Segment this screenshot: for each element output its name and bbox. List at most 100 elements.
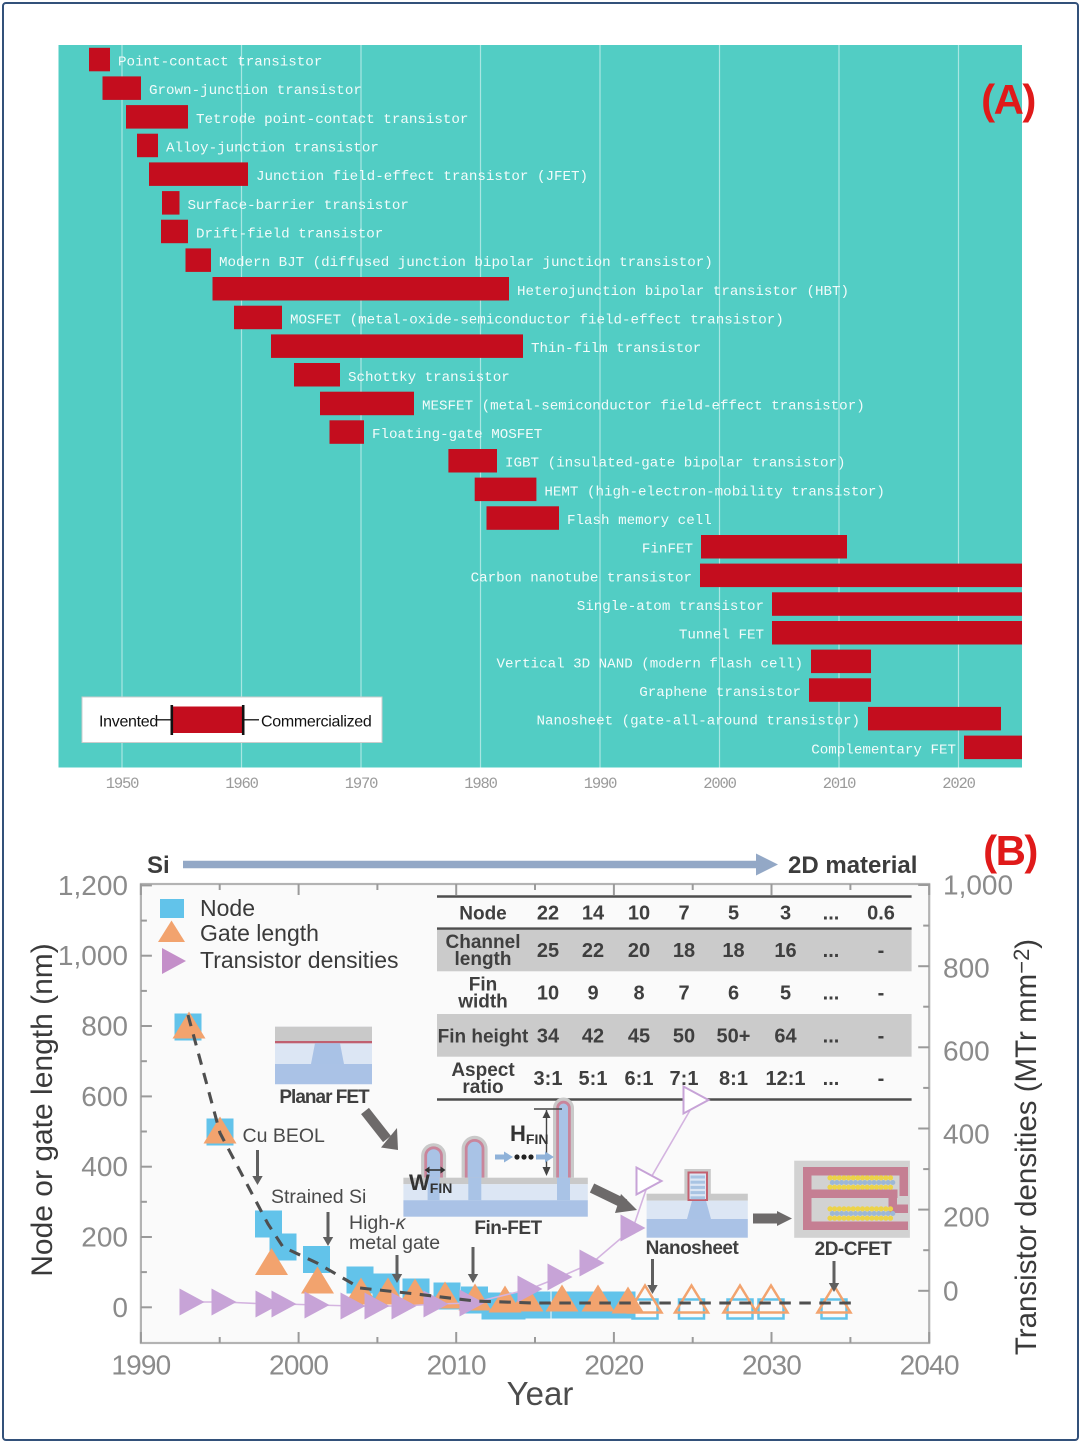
svg-text:2020: 2020 bbox=[584, 1350, 643, 1381]
svg-text:9: 9 bbox=[587, 983, 598, 1005]
svg-text:6:1: 6:1 bbox=[625, 1068, 654, 1090]
svg-text:width: width bbox=[457, 992, 508, 1013]
svg-text:Strained Si: Strained Si bbox=[271, 1186, 366, 1208]
svg-text:Cu BEOL: Cu BEOL bbox=[243, 1125, 326, 1147]
svg-text:18: 18 bbox=[673, 940, 695, 962]
svg-text:16: 16 bbox=[774, 940, 796, 962]
svg-text:1960: 1960 bbox=[225, 775, 258, 793]
svg-text:2000: 2000 bbox=[269, 1350, 328, 1381]
svg-text:ratio: ratio bbox=[462, 1077, 503, 1098]
svg-text:Heterojunction bipolar transis: Heterojunction bipolar transistor (HBT) bbox=[517, 284, 849, 300]
svg-text:1,200: 1,200 bbox=[58, 870, 128, 901]
svg-text:10: 10 bbox=[628, 903, 650, 925]
svg-text:Node: Node bbox=[459, 904, 507, 925]
svg-text:Fin height: Fin height bbox=[438, 1026, 529, 1047]
svg-text:400: 400 bbox=[81, 1151, 128, 1182]
svg-text:-: - bbox=[878, 940, 885, 962]
svg-text:Complementary FET: Complementary FET bbox=[811, 742, 956, 758]
svg-text:0.6: 0.6 bbox=[867, 903, 895, 925]
svg-text:64: 64 bbox=[774, 1025, 797, 1047]
svg-text:50: 50 bbox=[673, 1025, 695, 1047]
svg-text:5: 5 bbox=[728, 903, 739, 925]
svg-text:HEMT (high-electron-mobility t: HEMT (high-electron-mobility transistor) bbox=[544, 484, 885, 500]
svg-text:Schottky transistor: Schottky transistor bbox=[348, 370, 510, 386]
svg-text:3:1: 3:1 bbox=[534, 1068, 563, 1090]
svg-text:42: 42 bbox=[582, 1025, 604, 1047]
svg-text:Tetrode point-contact transist: Tetrode point-contact transistor bbox=[196, 112, 468, 128]
svg-text:MOSFET (metal-oxide-semiconduc: MOSFET (metal-oxide-semiconductor field-… bbox=[290, 312, 784, 328]
svg-text:1980: 1980 bbox=[464, 775, 497, 793]
svg-text:Floating-gate MOSFET: Floating-gate MOSFET bbox=[372, 427, 542, 443]
svg-text:2D-CFET: 2D-CFET bbox=[815, 1239, 893, 1260]
svg-text:3: 3 bbox=[780, 903, 791, 925]
svg-text:1,000: 1,000 bbox=[58, 940, 128, 971]
svg-text:6: 6 bbox=[728, 983, 739, 1005]
svg-text:FinFET: FinFET bbox=[642, 542, 693, 558]
svg-text:Vertical 3D NAND (modern flash: Vertical 3D NAND (modern flash cell) bbox=[497, 656, 804, 672]
svg-text:-: - bbox=[878, 983, 885, 1005]
svg-text:Grown-junction transistor: Grown-junction transistor bbox=[149, 83, 362, 99]
svg-text:Nanosheet (gate-all-around tra: Nanosheet (gate-all-around transistor) bbox=[536, 714, 860, 730]
svg-text:Junction field-effect transist: Junction field-effect transistor (JFET) bbox=[256, 169, 588, 185]
svg-text:-: - bbox=[878, 1068, 885, 1090]
svg-text:Commercialized: Commercialized bbox=[261, 714, 372, 731]
svg-text:18: 18 bbox=[722, 940, 744, 962]
svg-text:Planar FET: Planar FET bbox=[279, 1087, 370, 1108]
svg-text:(A): (A) bbox=[981, 76, 1035, 123]
svg-text:2020: 2020 bbox=[942, 775, 975, 793]
svg-text:20: 20 bbox=[628, 940, 650, 962]
svg-text:Transistor densities: Transistor densities bbox=[200, 947, 399, 973]
svg-text:600: 600 bbox=[943, 1036, 990, 1067]
svg-text:5:1: 5:1 bbox=[579, 1068, 608, 1090]
svg-text:2010: 2010 bbox=[427, 1350, 486, 1381]
svg-text:metal gate: metal gate bbox=[349, 1232, 440, 1254]
svg-text:50+: 50+ bbox=[717, 1025, 751, 1047]
svg-text:Drift-field transistor: Drift-field transistor bbox=[196, 227, 383, 243]
svg-text:(B): (B) bbox=[983, 827, 1037, 874]
svg-text:34: 34 bbox=[537, 1025, 560, 1047]
svg-text:200: 200 bbox=[943, 1202, 990, 1233]
svg-text:800: 800 bbox=[81, 1011, 128, 1042]
svg-text:Fin-FET: Fin-FET bbox=[474, 1218, 542, 1239]
svg-text:8:1: 8:1 bbox=[719, 1068, 748, 1090]
svg-text:7: 7 bbox=[678, 903, 689, 925]
svg-text:Modern BJT (diffused junction: Modern BJT (diffused junction bipolar ju… bbox=[219, 255, 713, 271]
svg-text:0: 0 bbox=[112, 1292, 128, 1323]
svg-text:14: 14 bbox=[582, 903, 605, 925]
svg-text:10: 10 bbox=[537, 983, 559, 1005]
svg-text:Channel: Channel bbox=[446, 932, 521, 953]
svg-text:200: 200 bbox=[81, 1222, 128, 1253]
svg-text:2040: 2040 bbox=[900, 1350, 959, 1381]
svg-text:800: 800 bbox=[943, 953, 990, 984]
svg-text:1,000: 1,000 bbox=[943, 870, 1013, 901]
svg-text:...: ... bbox=[823, 1068, 840, 1090]
svg-text:600: 600 bbox=[81, 1081, 128, 1112]
svg-text:8: 8 bbox=[633, 983, 644, 1005]
svg-text:2010: 2010 bbox=[823, 775, 856, 793]
svg-text:Flash memory cell: Flash memory cell bbox=[567, 513, 712, 529]
svg-text:Nanosheet: Nanosheet bbox=[646, 1238, 740, 1259]
svg-text:Fin: Fin bbox=[469, 975, 498, 996]
svg-text:22: 22 bbox=[537, 903, 559, 925]
svg-text:Node: Node bbox=[200, 895, 255, 921]
svg-text:7:1: 7:1 bbox=[670, 1068, 699, 1090]
svg-text:...: ... bbox=[823, 983, 840, 1005]
svg-text:2030: 2030 bbox=[742, 1350, 801, 1381]
svg-text:length: length bbox=[455, 949, 512, 970]
svg-text:Thin-film transistor: Thin-film transistor bbox=[531, 341, 701, 357]
svg-text:Gate length: Gate length bbox=[200, 920, 319, 946]
svg-text:12:1: 12:1 bbox=[765, 1068, 805, 1090]
svg-text:1970: 1970 bbox=[345, 775, 378, 793]
svg-text:Tunnel FET: Tunnel FET bbox=[679, 628, 764, 644]
svg-text:Alloy-junction transistor: Alloy-junction transistor bbox=[166, 141, 379, 157]
svg-text:0: 0 bbox=[943, 1276, 959, 1307]
svg-text:-: - bbox=[878, 1025, 885, 1047]
svg-text:22: 22 bbox=[582, 940, 604, 962]
svg-text:25: 25 bbox=[537, 940, 559, 962]
svg-text:Si: Si bbox=[147, 852, 170, 879]
svg-text:Point-contact transistor: Point-contact transistor bbox=[118, 55, 322, 71]
svg-text:1990: 1990 bbox=[584, 775, 617, 793]
svg-text:Year: Year bbox=[507, 1375, 574, 1412]
svg-text:Transistor densities (MTr mm−2: Transistor densities (MTr mm−2) bbox=[1009, 939, 1043, 1355]
svg-text:Aspect: Aspect bbox=[451, 1060, 515, 1081]
